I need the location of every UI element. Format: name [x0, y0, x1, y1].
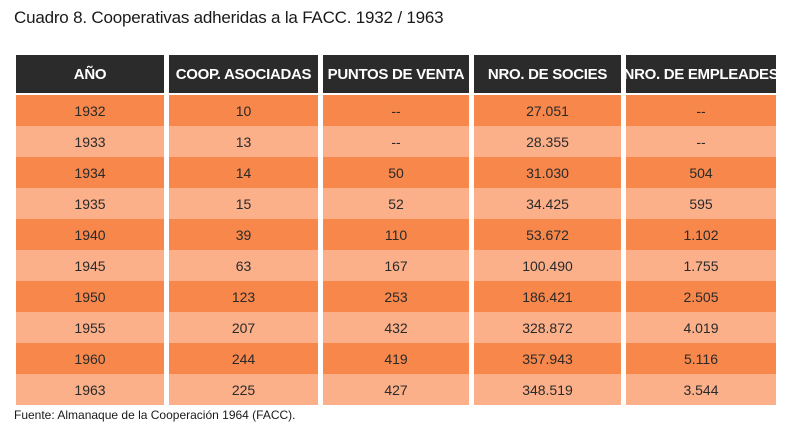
ano-cell: 1935 — [16, 188, 169, 219]
nro-de-socies-cell: 31.030 — [474, 157, 626, 188]
puntos-de-venta-cell: 427 — [323, 374, 474, 405]
puntos-de-venta-cell: 50 — [323, 157, 474, 188]
column-header-puntos-de-venta: PUNTOS DE VENTA — [323, 55, 474, 93]
data-table: AÑO COOP. ASOCIADAS PUNTOS DE VENTA NRO.… — [16, 55, 776, 405]
column-header-nro-de-empleades: NRO. DE EMPLEADES — [626, 55, 776, 93]
nro-de-socies-cell: 34.425 — [474, 188, 626, 219]
coop-asociadas-cell: 207 — [169, 312, 323, 343]
nro-de-empleades-cell: -- — [626, 95, 776, 126]
nro-de-empleades-cell: -- — [626, 126, 776, 157]
table-row: 1955 207 432 328.872 4.019 — [16, 312, 776, 343]
nro-de-socies-cell: 53.672 — [474, 219, 626, 250]
nro-de-empleades-cell: 1.102 — [626, 219, 776, 250]
coop-asociadas-cell: 39 — [169, 219, 323, 250]
nro-de-empleades-cell: 1.755 — [626, 250, 776, 281]
puntos-de-venta-cell: -- — [323, 95, 474, 126]
table-row: 1932 10 -- 27.051 -- — [16, 95, 776, 126]
nro-de-socies-cell: 357.943 — [474, 343, 626, 374]
coop-asociadas-cell: 225 — [169, 374, 323, 405]
table-row: 1963 225 427 348.519 3.544 — [16, 374, 776, 405]
puntos-de-venta-cell: 253 — [323, 281, 474, 312]
nro-de-empleades-cell: 5.116 — [626, 343, 776, 374]
table-header-row: AÑO COOP. ASOCIADAS PUNTOS DE VENTA NRO.… — [16, 55, 776, 93]
ano-cell: 1950 — [16, 281, 169, 312]
nro-de-socies-cell: 348.519 — [474, 374, 626, 405]
source-note: Fuente: Almanaque de la Cooperación 1964… — [14, 408, 296, 422]
puntos-de-venta-cell: 167 — [323, 250, 474, 281]
coop-asociadas-cell: 63 — [169, 250, 323, 281]
ano-cell: 1934 — [16, 157, 169, 188]
table-body: 1932 10 -- 27.051 -- 1933 13 -- 28.355 -- 1934 14 50… — [16, 95, 776, 405]
coop-asociadas-cell: 15 — [169, 188, 323, 219]
table-row: 1934 14 50 31.030 504 — [16, 157, 776, 188]
table-row: 1950 123 253 186.421 2.505 — [16, 281, 776, 312]
nro-de-empleades-cell: 3.544 — [626, 374, 776, 405]
coop-asociadas-cell: 244 — [169, 343, 323, 374]
table-row: 1945 63 167 100.490 1.755 — [16, 250, 776, 281]
puntos-de-venta-cell: 52 — [323, 188, 474, 219]
nro-de-socies-cell: 27.051 — [474, 95, 626, 126]
nro-de-empleades-cell: 504 — [626, 157, 776, 188]
coop-asociadas-cell: 123 — [169, 281, 323, 312]
ano-cell: 1932 — [16, 95, 169, 126]
table-row: 1935 15 52 34.425 595 — [16, 188, 776, 219]
ano-cell: 1933 — [16, 126, 169, 157]
table-title: Cuadro 8. Cooperativas adheridas a la FA… — [14, 8, 444, 27]
table-row: 1960 244 419 357.943 5.116 — [16, 343, 776, 374]
puntos-de-venta-cell: -- — [323, 126, 474, 157]
ano-cell: 1945 — [16, 250, 169, 281]
nro-de-empleades-cell: 4.019 — [626, 312, 776, 343]
nro-de-socies-cell: 328.872 — [474, 312, 626, 343]
puntos-de-venta-cell: 432 — [323, 312, 474, 343]
column-header-coop-asociadas: COOP. ASOCIADAS — [169, 55, 323, 93]
column-header-ano: AÑO — [16, 55, 169, 93]
ano-cell: 1940 — [16, 219, 169, 250]
puntos-de-venta-cell: 419 — [323, 343, 474, 374]
nro-de-socies-cell: 186.421 — [474, 281, 626, 312]
nro-de-empleades-cell: 595 — [626, 188, 776, 219]
table-row: 1940 39 110 53.672 1.102 — [16, 219, 776, 250]
table-row: 1933 13 -- 28.355 -- — [16, 126, 776, 157]
ano-cell: 1960 — [16, 343, 169, 374]
nro-de-socies-cell: 28.355 — [474, 126, 626, 157]
ano-cell: 1955 — [16, 312, 169, 343]
nro-de-socies-cell: 100.490 — [474, 250, 626, 281]
coop-asociadas-cell: 13 — [169, 126, 323, 157]
nro-de-empleades-cell: 2.505 — [626, 281, 776, 312]
coop-asociadas-cell: 14 — [169, 157, 323, 188]
column-header-nro-de-socies: NRO. DE SOCIES — [474, 55, 626, 93]
ano-cell: 1963 — [16, 374, 169, 405]
coop-asociadas-cell: 10 — [169, 95, 323, 126]
puntos-de-venta-cell: 110 — [323, 219, 474, 250]
